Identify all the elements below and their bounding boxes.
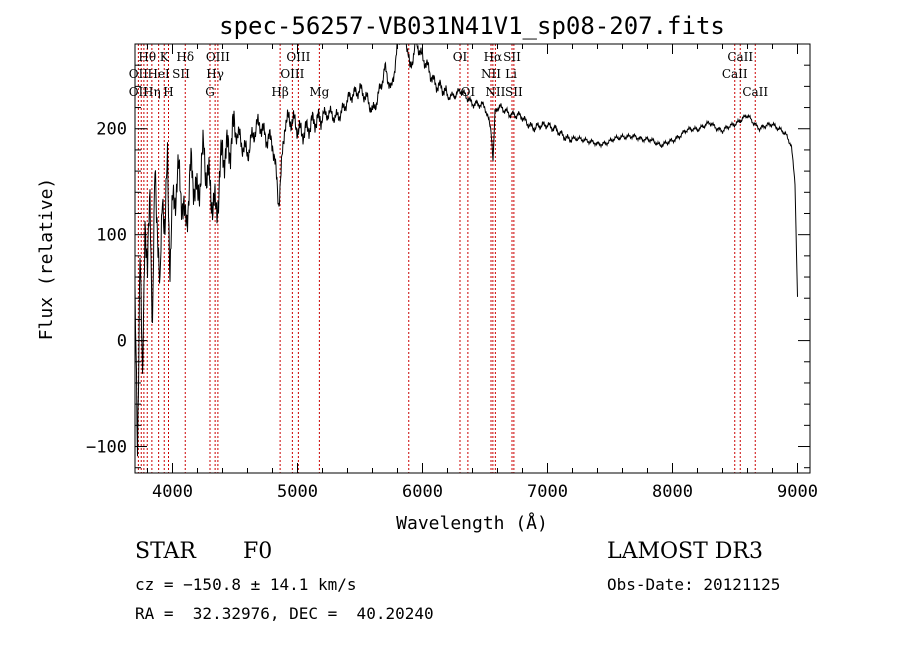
line-label: CaII: [727, 50, 753, 64]
sky-coordinates: RA = 32.32976, DEC = 40.20240: [135, 604, 434, 623]
line-label: CaII: [722, 67, 748, 81]
object-subclass: F0: [243, 539, 273, 564]
line-label: H: [163, 85, 173, 99]
line-label: Hγ: [206, 67, 224, 81]
line-label: Li: [505, 67, 517, 81]
line-label: Hδ: [176, 50, 194, 64]
object-class: STAR: [135, 539, 196, 564]
x-tick-label: 6000: [402, 482, 443, 502]
line-label: K: [160, 50, 170, 64]
x-tick-label: 5000: [277, 482, 318, 502]
y-tick-label: 200: [96, 120, 127, 140]
x-axis: 4000 5000 6000 7000 8000 9000: [147, 44, 818, 502]
y-tick-label: 0: [117, 332, 127, 352]
line-label: OI: [461, 85, 476, 99]
x-axis-label: Wavelength (Å): [396, 512, 548, 534]
line-label: NII: [481, 67, 501, 81]
line-label: HeI: [147, 67, 170, 81]
line-label: CaII: [742, 85, 768, 99]
spectrum-line: [135, 44, 798, 457]
line-label: OIII: [280, 67, 304, 81]
x-tick-label: 9000: [777, 482, 818, 502]
line-label: SII: [172, 67, 190, 81]
redshift-cz: cz = −150.8 ± 14.1 km/s: [135, 575, 357, 594]
line-label: SII: [503, 50, 521, 64]
emission-line-markers: [137, 44, 756, 473]
chart-title: spec-56257-VB031N41V1_sp08-207.fits: [219, 12, 725, 40]
line-label: OII: [129, 67, 149, 81]
line-label: NII: [485, 85, 505, 99]
line-label: OIII: [286, 50, 310, 64]
line-label: OI: [453, 50, 468, 64]
line-label: Mg: [309, 85, 329, 99]
plot-frame: [134, 43, 811, 474]
line-label: G: [205, 85, 215, 99]
line-label: OII: [129, 85, 149, 99]
line-label: Hθ: [138, 50, 156, 64]
x-tick-label: 4000: [152, 482, 193, 502]
y-axis: −100 0 100 200: [86, 64, 810, 469]
line-label: Hβ: [271, 85, 288, 99]
observation-date: Obs-Date: 20121125: [607, 575, 781, 594]
y-tick-label: −100: [86, 438, 127, 458]
y-tick-label: 100: [96, 226, 127, 246]
line-label: OIII: [206, 50, 230, 64]
line-label: SII: [505, 85, 523, 99]
x-tick-label: 7000: [527, 482, 568, 502]
line-label: Hη: [143, 85, 161, 99]
line-label: Hα: [484, 50, 503, 64]
x-tick-label: 8000: [652, 482, 693, 502]
y-axis-label: Flux (relative): [36, 178, 57, 341]
survey-name: LAMOST DR3: [607, 539, 763, 564]
